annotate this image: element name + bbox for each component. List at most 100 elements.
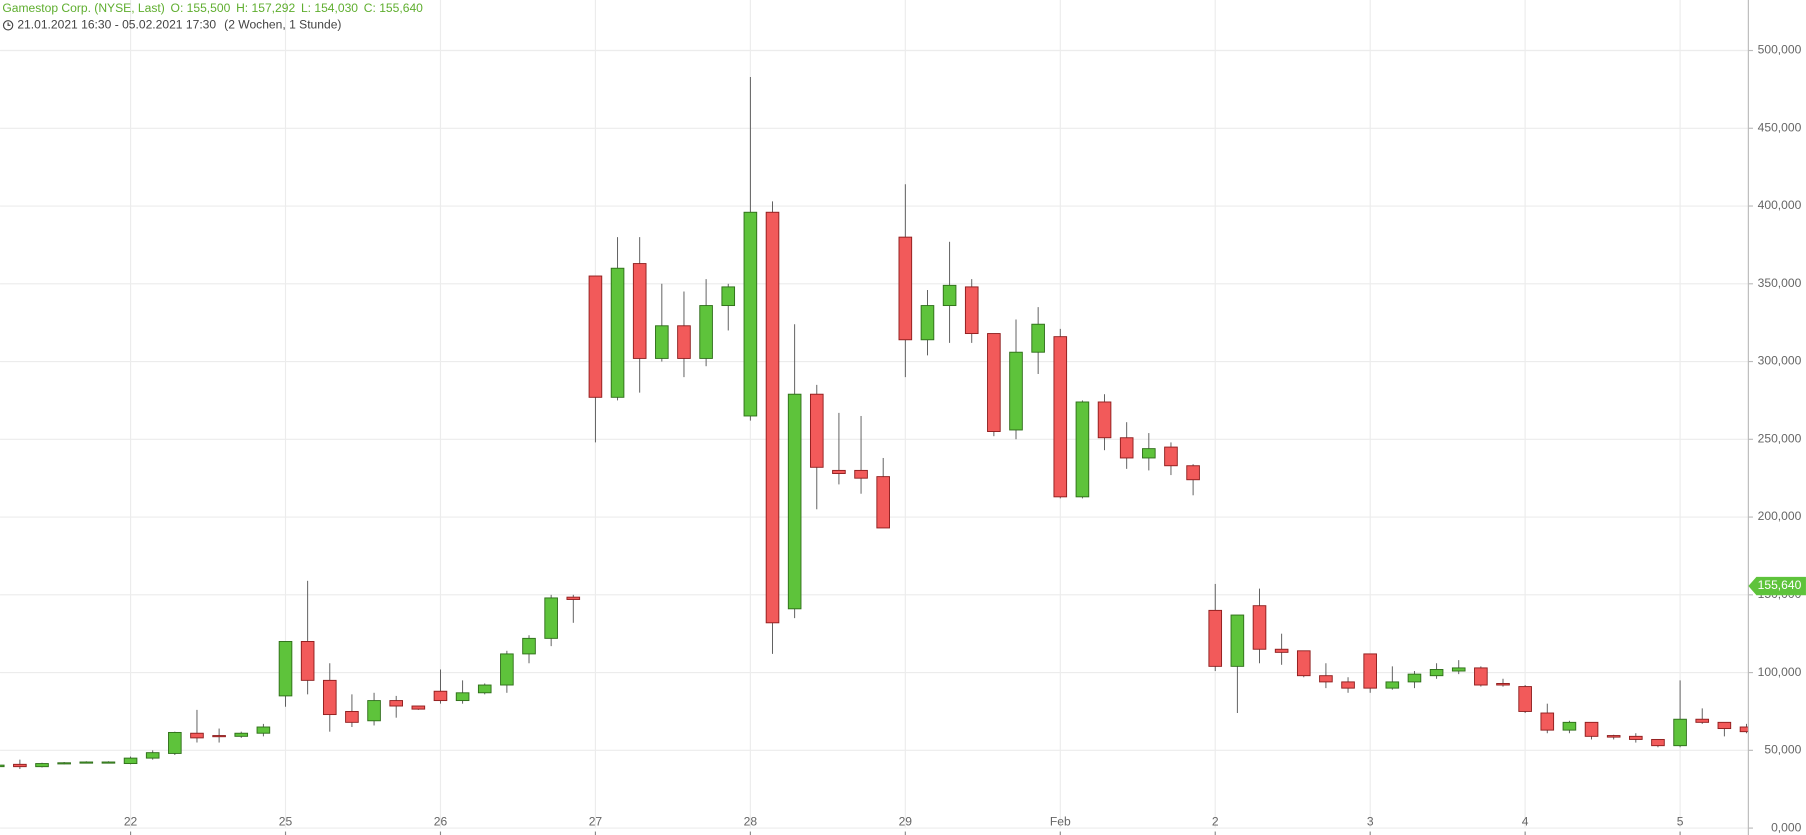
candle-body xyxy=(322,679,337,716)
candle-body xyxy=(477,684,492,694)
candle-body xyxy=(743,211,758,417)
candle-body xyxy=(145,752,160,759)
grid xyxy=(0,0,1749,829)
candle-body xyxy=(677,325,691,359)
candle-body xyxy=(1407,673,1422,683)
candle-body xyxy=(544,597,558,639)
candle-body xyxy=(522,637,536,655)
header: Gamestop Corp. (NYSE, Last) O: 155,500 H: … xyxy=(2,1,423,15)
candle-body xyxy=(190,732,204,739)
candle-body xyxy=(35,763,49,768)
axes: 0,00050,000100,000150,000200,000250,0003… xyxy=(124,43,1806,835)
x-tick-label: 22 xyxy=(124,815,138,829)
candle-body xyxy=(655,325,669,359)
x-tick-label: 26 xyxy=(434,815,448,829)
ohlc-open: O: 155,500 xyxy=(171,1,231,15)
x-tick-label: 28 xyxy=(744,815,758,829)
candle-body xyxy=(123,757,138,765)
candle-body xyxy=(278,641,293,697)
candle-body xyxy=(588,275,603,398)
candle-body xyxy=(13,763,27,768)
candle-body xyxy=(1031,323,1045,353)
candle-body xyxy=(1186,465,1200,481)
candle-body xyxy=(1540,712,1555,731)
candle-body xyxy=(1208,609,1223,667)
candle-body xyxy=(1341,681,1355,689)
candle-body xyxy=(832,469,846,474)
candle-body xyxy=(256,726,271,734)
candle-body xyxy=(1097,401,1112,439)
clock-hands xyxy=(7,22,11,26)
ohlc-high: H: 157,292 xyxy=(236,1,295,15)
candle-body xyxy=(79,761,94,764)
y-tick-label: 250,000 xyxy=(1758,431,1802,445)
candle-body xyxy=(1164,446,1178,467)
candle-body xyxy=(234,732,249,737)
x-tick-label: 29 xyxy=(899,815,913,829)
candle-body xyxy=(1673,718,1687,747)
candle-body xyxy=(1119,437,1134,459)
candles xyxy=(0,76,1749,769)
chart-title: Gamestop Corp. (NYSE, Last) xyxy=(2,1,164,15)
candle-body xyxy=(1296,650,1311,677)
candle-body xyxy=(787,393,802,610)
x-tick-label: 3 xyxy=(1367,815,1374,829)
y-tick-label: 0,000 xyxy=(1771,820,1802,834)
candle-body xyxy=(987,333,1001,432)
candle-body xyxy=(455,692,470,702)
y-tick-label: 50,000 xyxy=(1764,743,1801,757)
candle-body xyxy=(1695,718,1710,723)
candle-body xyxy=(1629,735,1643,740)
candle-body xyxy=(212,735,226,738)
candle-body xyxy=(1053,336,1068,498)
last-price-marker xyxy=(1748,576,1806,596)
y-tick-label: 400,000 xyxy=(1758,198,1802,212)
x-tick-label: 2 xyxy=(1212,815,1219,829)
candle-body xyxy=(1252,605,1267,650)
candle-body xyxy=(1518,686,1532,712)
candle-body xyxy=(1584,721,1599,737)
candle-body xyxy=(345,710,359,723)
y-tick-label: 500,000 xyxy=(1758,43,1802,57)
candle-body xyxy=(1717,721,1732,730)
candle-body xyxy=(898,236,913,341)
x-tick-label: 27 xyxy=(589,815,603,829)
candle-body xyxy=(765,211,780,624)
candle-body xyxy=(0,764,5,768)
candle-body xyxy=(1230,614,1245,667)
y-tick-label: 350,000 xyxy=(1758,276,1802,290)
candle-body xyxy=(168,731,182,754)
candle-body xyxy=(1474,667,1488,686)
candle-body xyxy=(964,286,979,335)
y-tick-label: 200,000 xyxy=(1758,509,1802,523)
last-price-label: 155,640 xyxy=(1758,578,1802,592)
clock-icon xyxy=(2,20,14,31)
candle-body xyxy=(1319,675,1333,683)
candle-body xyxy=(1142,448,1156,459)
candle-body xyxy=(699,305,713,359)
candle-body xyxy=(1739,726,1749,733)
candle-body xyxy=(1009,351,1023,431)
y-tick-label: 450,000 xyxy=(1758,120,1802,134)
candle-body xyxy=(876,476,890,529)
candle-body xyxy=(433,690,448,702)
candle-body xyxy=(389,700,403,707)
subtitle: 21.01.2021 16:30 - 05.02.2021 17:30 xyxy=(17,18,216,32)
candle-body xyxy=(721,286,736,307)
candle-body xyxy=(101,761,116,764)
ohlc-close: C: 155,640 xyxy=(364,1,423,15)
candle-body xyxy=(809,393,824,468)
candle-body xyxy=(1606,735,1621,738)
candle-body xyxy=(500,653,514,686)
candle-body xyxy=(1385,681,1400,689)
candle-body xyxy=(1429,669,1444,677)
candle-body xyxy=(411,705,426,710)
candle-body xyxy=(1274,648,1289,653)
candle-body xyxy=(1363,653,1377,689)
ohlc-low: L: 154,030 xyxy=(301,1,358,15)
x-tick-label: 25 xyxy=(279,815,293,829)
candle-body xyxy=(300,641,315,681)
candle-body xyxy=(632,263,647,359)
period: (2 Wochen, 1 Stunde) xyxy=(224,18,341,32)
